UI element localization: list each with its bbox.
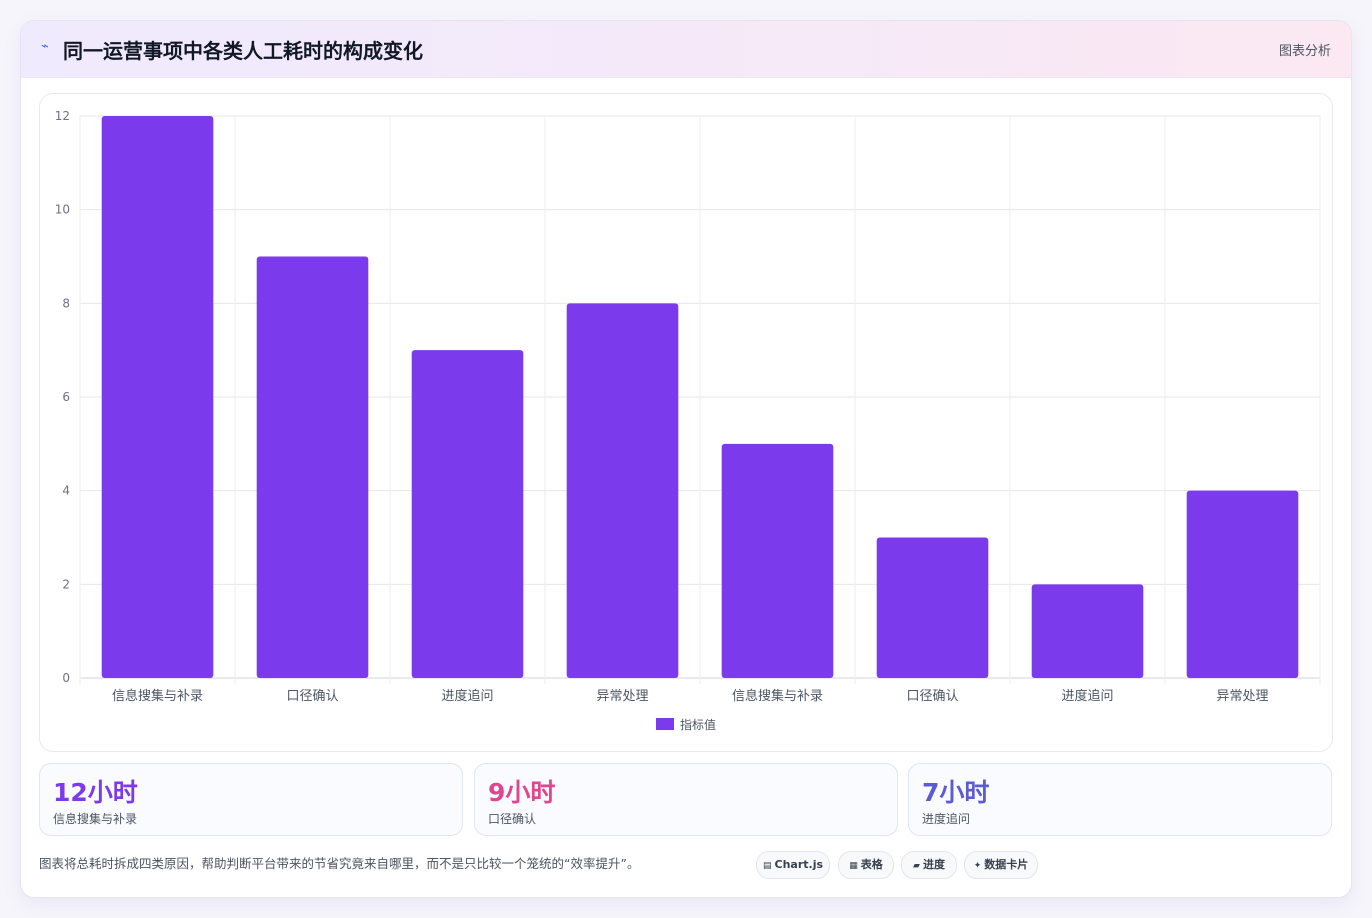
x-tick-label: 信息搜集与补录 bbox=[112, 688, 203, 704]
x-tick-label: 进度追问 bbox=[441, 688, 493, 704]
bar bbox=[256, 256, 369, 678]
bar-chart: 0 2 4 6 8 10 12 信息搜集与补录 口径确认 进度追问 异常处理 信息搜集与补录 口径确认 进… bbox=[55, 109, 1321, 732]
bar bbox=[566, 303, 679, 678]
stat-label: 信息搜集与补录 bbox=[53, 812, 138, 826]
card-header: ⌁ 同一运营事项中各类人工耗时的构成变化 图表分析 bbox=[21, 21, 1351, 78]
chip-label: Chart.js bbox=[774, 858, 824, 871]
legend-label: 指标值 bbox=[680, 717, 716, 732]
legend-swatch bbox=[656, 718, 674, 730]
page-title: 同一运营事项中各类人工耗时的构成变化 bbox=[63, 39, 423, 63]
x-tick-label: 进度追问 bbox=[1061, 688, 1113, 704]
y-tick-label: 2 bbox=[62, 577, 70, 591]
bar bbox=[1031, 584, 1144, 678]
bar bbox=[411, 350, 524, 678]
y-tick-label: 10 bbox=[55, 203, 70, 217]
stat-card-2: 9小时 口径确认 bbox=[474, 763, 898, 836]
bar bbox=[721, 443, 834, 678]
x-tick-label: 异常处理 bbox=[596, 689, 648, 704]
x-tick-label: 口径确认 bbox=[906, 689, 958, 704]
stat-label: 口径确认 bbox=[488, 812, 537, 826]
header-tag: 图表分析 bbox=[1278, 44, 1331, 59]
chart-card: ⌁ 同一运营事项中各类人工耗时的构成变化 图表分析 0 2 4 6 8 10 12 信息搜集与… bbox=[20, 20, 1352, 898]
y-tick-label: 8 bbox=[62, 296, 70, 310]
bar bbox=[1186, 490, 1299, 678]
chart-container: 0 2 4 6 8 10 12 信息搜集与补录 口径确认 进度追问 异常处理 信息搜集与补录 口径确认 进… bbox=[39, 93, 1333, 752]
table-icon: ▦ bbox=[849, 861, 858, 871]
chart-icon: ▤ bbox=[762, 861, 772, 871]
stat-label: 进度追问 bbox=[922, 812, 971, 826]
chart-footnote: 图表将总耗时拆成四类原因，帮助判断平台带来的节省究竟来自哪里，而不是只比较一个笼… bbox=[39, 856, 640, 871]
stat-card-3: 7小时 进度追问 bbox=[908, 763, 1332, 836]
stat-value: 7小时 bbox=[922, 778, 990, 807]
x-tick-label: 信息搜集与补录 bbox=[732, 688, 823, 704]
y-tick-label: 0 bbox=[62, 671, 70, 685]
chip-label: 表格 bbox=[860, 858, 883, 871]
stat-value: 12小时 bbox=[53, 778, 138, 807]
bar bbox=[876, 537, 989, 678]
chip-chartjs[interactable]: ▤ Chart.js bbox=[756, 851, 830, 879]
chip-label: 数据卡片 bbox=[984, 858, 1029, 871]
x-tick-label: 口径确认 bbox=[286, 689, 338, 704]
sparkle-icon: ✦ bbox=[973, 861, 982, 871]
y-tick-label: 12 bbox=[55, 109, 70, 123]
y-tick-label: 6 bbox=[62, 390, 70, 404]
stat-card-1: 12小时 信息搜集与补录 bbox=[39, 763, 463, 836]
stat-value: 9小时 bbox=[488, 778, 556, 807]
progress-icon: ▰ bbox=[913, 861, 920, 871]
chip-progress[interactable]: ▰ 进度 bbox=[901, 851, 957, 879]
y-tick-label: 4 bbox=[62, 484, 70, 498]
chip-table[interactable]: ▦ 表格 bbox=[838, 851, 894, 879]
x-tick-label: 异常处理 bbox=[1216, 689, 1268, 704]
chip-data-card[interactable]: ✦ 数据卡片 bbox=[964, 851, 1038, 879]
bar bbox=[101, 116, 214, 678]
chip-label: 进度 bbox=[922, 858, 945, 871]
pulse-icon: ⌁ bbox=[41, 39, 49, 54]
